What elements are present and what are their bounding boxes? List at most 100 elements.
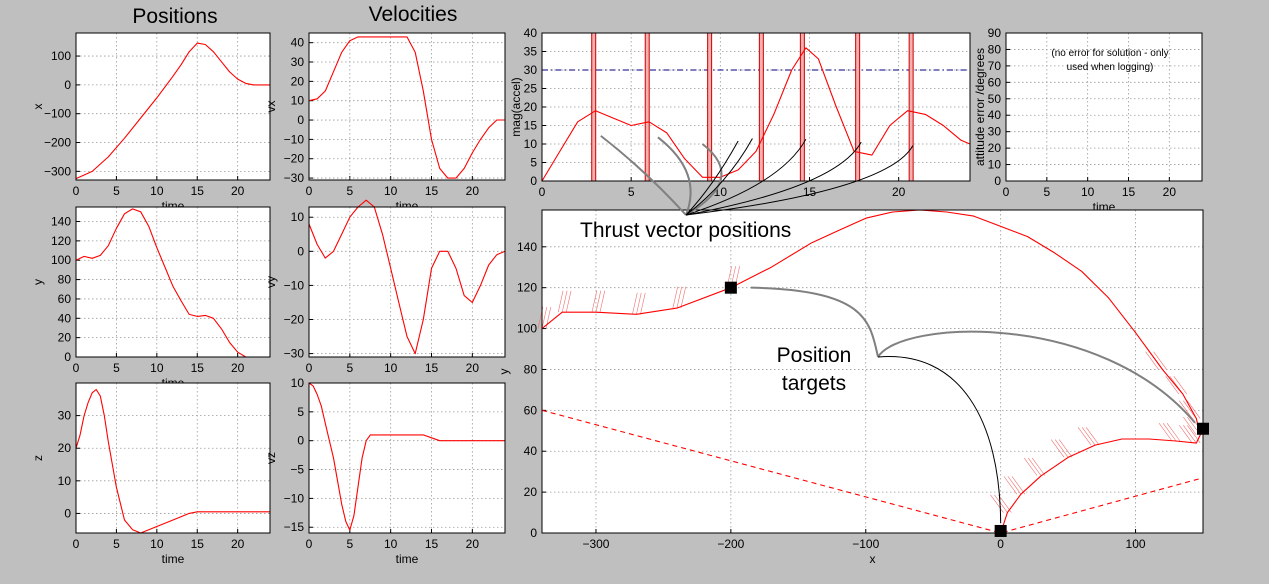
thrust-hatch-line <box>1145 351 1159 370</box>
thrust-callout-black <box>685 141 862 216</box>
x-tick-label: 0 <box>997 537 1004 551</box>
thrust-hatch-line <box>1179 400 1193 419</box>
thrust-callout-black <box>685 145 914 216</box>
y-tick-label: 20 <box>524 100 538 114</box>
attitude-note-line1: (no error for solution - only <box>1051 48 1168 59</box>
y-tick-label: 60 <box>524 403 538 417</box>
y-tick-label: 120 <box>517 281 537 295</box>
x-tick-label: 5 <box>628 185 635 199</box>
series-line <box>308 199 506 355</box>
x-tick-label: 15 <box>191 184 205 198</box>
axes-frame <box>308 32 506 181</box>
x-tick-label: 10 <box>150 184 164 198</box>
y-tick-label: 20 <box>291 74 305 88</box>
target-callout-grey <box>750 286 879 358</box>
y-tick-label: −20 <box>284 313 305 327</box>
y-tick-label: 100 <box>517 322 537 336</box>
y-tick-label: 40 <box>524 444 538 458</box>
y-axis-label: attitude error /degrees <box>973 48 987 166</box>
thrust-hatch-line <box>1162 423 1177 442</box>
x-tick-label: 15 <box>191 537 205 551</box>
x-axis-label: x <box>870 552 876 566</box>
thrust-hatch-line <box>1173 376 1188 395</box>
y-tick-label: 80 <box>988 42 1002 56</box>
y-tick-label: 10 <box>291 376 305 390</box>
thrust-hatch-line <box>595 290 602 313</box>
y-tick-label: 10 <box>988 158 1002 172</box>
x-tick-label: 0 <box>306 184 313 198</box>
y-tick-label: 30 <box>988 125 1002 139</box>
thrust-hatch-line <box>1183 425 1197 444</box>
y-tick-label: 5 <box>297 405 304 419</box>
thrust-callout-black <box>685 140 739 216</box>
series-line <box>75 42 270 180</box>
x-tick-label: −100 <box>852 537 879 551</box>
y-tick-label: 40 <box>988 108 1002 122</box>
attitude-note-line2: used when logging) <box>1067 62 1154 73</box>
thrust-callout-black <box>685 138 753 216</box>
x-tick-label: −200 <box>717 537 744 551</box>
plot-area <box>309 33 505 180</box>
x-tick-label: 15 <box>191 361 205 375</box>
thrust-callout-black <box>685 138 807 216</box>
plot-area <box>542 210 1203 533</box>
chart-vy: 0 5 10 15 20 10 0 −10 −20 −30 vy <box>264 199 506 375</box>
chart-y: 05101520140120100806040200timey <box>31 206 271 390</box>
thrust-hatch-line <box>1165 376 1180 395</box>
x-tick-label: 15 <box>425 361 439 375</box>
y-tick-label: 80 <box>524 362 538 376</box>
y-tick-label: 40 <box>58 311 72 325</box>
y-axis-label: y <box>497 369 511 375</box>
x-tick-label: 0 <box>73 184 80 198</box>
axes-frame <box>75 382 271 534</box>
plot-area <box>309 383 505 533</box>
y-axis-label: vy <box>264 276 278 288</box>
plot-area <box>76 33 270 180</box>
y-tick-label: 5 <box>530 156 537 170</box>
x-tick-label: 20 <box>466 361 480 375</box>
x-tick-label: 5 <box>113 184 120 198</box>
y-axis-label: mag(accel) <box>509 77 523 136</box>
series-line <box>541 47 971 182</box>
x-tick-label: 10 <box>384 184 398 198</box>
thrust-hatch-line <box>636 292 642 315</box>
y-tick-label: 140 <box>517 240 537 254</box>
x-tick-label: 10 <box>150 361 164 375</box>
y-axis-label: z <box>31 455 45 461</box>
series-line <box>308 382 505 531</box>
targets-annotation-line2: targets <box>782 372 846 395</box>
axes-frame <box>1005 32 1203 182</box>
thrust-hatch-line <box>1027 457 1042 476</box>
y-tick-label: 25 <box>524 82 538 96</box>
series-line <box>541 209 1201 534</box>
target-callout-grey <box>877 330 1196 424</box>
y-tick-label: 15 <box>524 119 538 133</box>
x-tick-label: 5 <box>113 537 120 551</box>
thrust-hatch-line <box>632 292 638 315</box>
x-tick-label: 0 <box>73 537 80 551</box>
x-tick-label: 20 <box>231 537 245 551</box>
thrust-window-bar <box>707 32 713 182</box>
thrust-window-bar <box>758 32 764 182</box>
thrust-hatch-line <box>676 286 683 309</box>
axes-frame <box>308 206 506 358</box>
axes-frame <box>75 206 271 358</box>
y-axis-label: vz <box>264 452 278 464</box>
thrust-hatch-line <box>591 290 598 313</box>
y-tick-label: 20 <box>58 441 72 455</box>
x-axis-label: time <box>162 552 185 566</box>
velocities-title: Velocities <box>369 3 458 26</box>
x-tick-label: 0 <box>73 361 80 375</box>
thrust-hatch-line <box>640 292 646 315</box>
x-tick-label: 20 <box>231 184 245 198</box>
x-tick-label: 15 <box>1122 185 1136 199</box>
x-tick-label: 10 <box>384 361 398 375</box>
x-tick-label: 20 <box>231 361 245 375</box>
y-tick-label: 30 <box>524 63 538 77</box>
series-line <box>541 409 1204 534</box>
thrust-hatch-line <box>672 286 679 309</box>
y-tick-label: −20 <box>284 152 305 166</box>
thrust-hatch-line <box>561 290 568 313</box>
